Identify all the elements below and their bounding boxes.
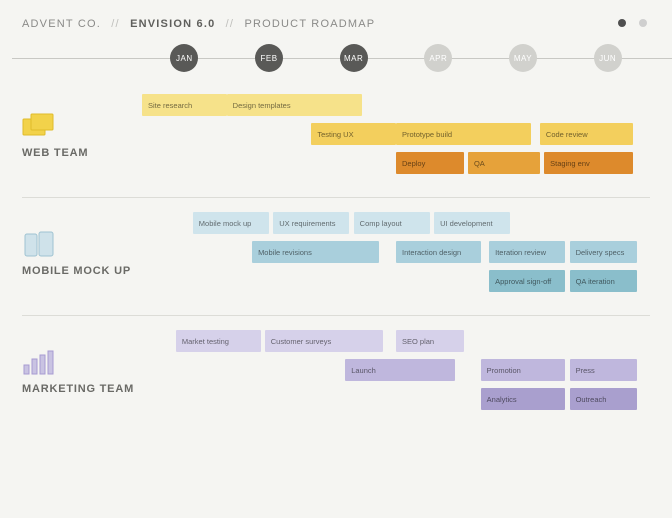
track-row: DeployQAStaging env [142, 150, 650, 176]
gantt-bar[interactable]: QA iteration [570, 270, 638, 292]
sep: // [226, 18, 235, 30]
gantt-bar[interactable]: UI development [434, 212, 510, 234]
section-name: PRODUCT ROADMAP [244, 18, 375, 30]
gantt-bar[interactable]: Analytics [481, 388, 566, 410]
track-row: Mobile mock upUX requirementsComp layout… [142, 210, 650, 236]
lane-title: MARKETING TEAM [22, 383, 142, 395]
track-row: Launch PromotionPress [142, 357, 650, 383]
gantt-bar[interactable]: Mobile mock up [193, 212, 269, 234]
gantt-bar[interactable]: Interaction design [396, 241, 481, 263]
header: ADVENT CO. // ENVISION 6.0 // PRODUCT RO… [22, 18, 650, 30]
gantt-bar[interactable]: UX requirements [273, 212, 349, 234]
gantt-bar[interactable]: Delivery specs [570, 241, 638, 263]
lane-header: MOBILE MOCK UP [22, 210, 142, 297]
track-row: AnalyticsOutreach [142, 386, 650, 412]
swimlane-web: WEB TEAM Site researchDesign templates Tes… [22, 80, 650, 198]
lane-header: MARKETING TEAM [22, 328, 142, 415]
legend-item [618, 19, 629, 29]
gantt-bar[interactable]: Promotion [481, 359, 566, 381]
gantt-bar[interactable]: Design templates [227, 94, 362, 116]
mobile-icon [22, 231, 56, 259]
product-name: ENVISION 6.0 [130, 18, 215, 30]
legend [618, 19, 650, 29]
gantt-bar[interactable]: Market testing [176, 330, 261, 352]
track-row: Testing UXPrototype build Code review [142, 121, 650, 147]
gantt-bar[interactable]: Launch [345, 359, 455, 381]
lane-header: WEB TEAM [22, 92, 142, 179]
swimlane-marketing: MARKETING TEAMMarket testingCustomer sur… [22, 316, 650, 433]
marketing-icon [22, 349, 56, 377]
month-tick: MAY [509, 44, 537, 72]
track-row: Market testingCustomer surveys SEO plan [142, 328, 650, 354]
gantt-bar[interactable]: Code review [540, 123, 633, 145]
lane-tracks: Site researchDesign templates Testing UXP… [142, 92, 650, 179]
track-row: Mobile revisions Interaction design Iterat… [142, 239, 650, 265]
month-tick: APR [424, 44, 452, 72]
gantt-bar[interactable]: Mobile revisions [252, 241, 379, 263]
gantt-bar[interactable]: Approval sign-off [489, 270, 565, 292]
timeline-axis: JAN FEB MAR APR MAY JUN [142, 44, 650, 74]
lane-tracks: Market testingCustomer surveys SEO plan La… [142, 328, 650, 415]
company-name: ADVENT CO. [22, 18, 101, 30]
breadcrumb: ADVENT CO. // ENVISION 6.0 // PRODUCT RO… [22, 18, 375, 30]
gantt-bar[interactable]: QA [468, 152, 540, 174]
gantt-bar[interactable]: Testing UX [311, 123, 396, 145]
track-row: Site researchDesign templates [142, 92, 650, 118]
gantt-bar[interactable]: Outreach [570, 388, 638, 410]
legend-dot-icon [639, 19, 647, 27]
gantt-bar[interactable]: Prototype build [396, 123, 531, 145]
swimlane-mobile: MOBILE MOCK UP Mobile mock upUX requireme… [22, 198, 650, 316]
gantt-bar[interactable]: Staging env [544, 152, 633, 174]
month-tick: FEB [255, 44, 283, 72]
gantt-bar[interactable]: Iteration review [489, 241, 565, 263]
sep: // [111, 18, 120, 30]
lane-title: MOBILE MOCK UP [22, 265, 142, 277]
gantt-bar[interactable]: Site research [142, 94, 227, 116]
web-icon [22, 113, 56, 141]
legend-item [639, 19, 650, 29]
gantt-bar[interactable]: Press [570, 359, 638, 381]
lane-title: WEB TEAM [22, 147, 142, 159]
gantt-bar[interactable]: Customer surveys [265, 330, 384, 352]
track-row: Approval sign-offQA iteration [142, 268, 650, 294]
legend-dot-icon [618, 19, 626, 27]
month-tick: MAR [340, 44, 368, 72]
month-tick: JAN [170, 44, 198, 72]
month-tick: JUN [594, 44, 622, 72]
lane-tracks: Mobile mock upUX requirementsComp layout… [142, 210, 650, 297]
gantt-bar[interactable]: Deploy [396, 152, 464, 174]
gantt-bar[interactable]: SEO plan [396, 330, 464, 352]
gantt-bar[interactable]: Comp layout [354, 212, 430, 234]
